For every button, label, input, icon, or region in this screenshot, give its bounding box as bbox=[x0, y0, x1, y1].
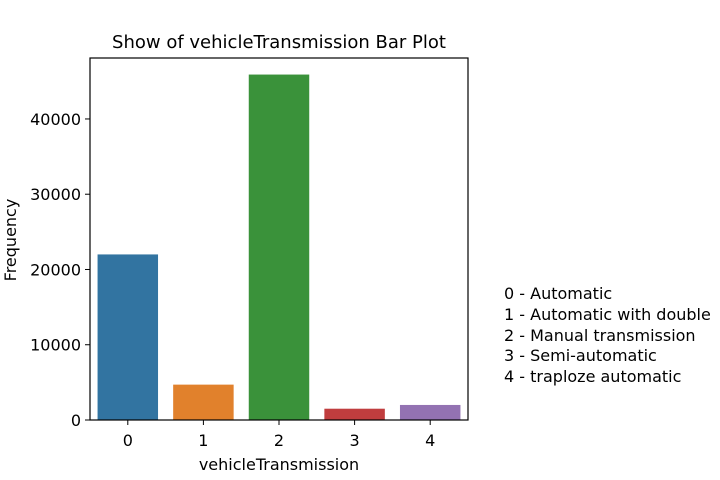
chart-title: Show of vehicleTransmission Bar Plot bbox=[112, 32, 446, 53]
x-tick-label: 4 bbox=[425, 431, 435, 450]
y-tick-label: 10000 bbox=[30, 336, 81, 355]
plot-frame bbox=[89, 57, 469, 421]
bar-1 bbox=[173, 384, 234, 420]
legend-line: 0 - Automatic bbox=[504, 284, 613, 303]
x-tick-label: 3 bbox=[350, 431, 360, 450]
bar-4 bbox=[399, 404, 461, 420]
y-tick-label: 0 bbox=[71, 411, 81, 430]
axes-group: 0 1 2 3 4 0 10000 20000 30000 40000 bbox=[30, 57, 469, 450]
x-axis-label: vehicleTransmission bbox=[199, 455, 359, 474]
y-tick-label: 30000 bbox=[30, 185, 81, 204]
x-tick-label: 0 bbox=[123, 431, 133, 450]
y-tick-label: 20000 bbox=[30, 260, 81, 279]
x-tick-label: 1 bbox=[198, 431, 208, 450]
legend-line: 4 - traploze automatic bbox=[504, 367, 682, 387]
legend-line: 2 - Manual transmission bbox=[504, 325, 696, 345]
x-tick-label: 2 bbox=[274, 431, 284, 450]
legend-line: 3 - Semi-automatic bbox=[504, 346, 657, 366]
y-tick-label: 40000 bbox=[30, 110, 81, 129]
bar-0 bbox=[97, 254, 159, 420]
legend-note: 0 - Automatic 1 - Automatic with double … bbox=[504, 284, 711, 388]
bar-2 bbox=[248, 74, 310, 420]
bar-3 bbox=[324, 408, 385, 420]
bars-group bbox=[97, 74, 461, 420]
legend-line: 1 - Automatic with double bbox=[504, 304, 711, 324]
y-axis-label: Frequency bbox=[1, 199, 20, 282]
